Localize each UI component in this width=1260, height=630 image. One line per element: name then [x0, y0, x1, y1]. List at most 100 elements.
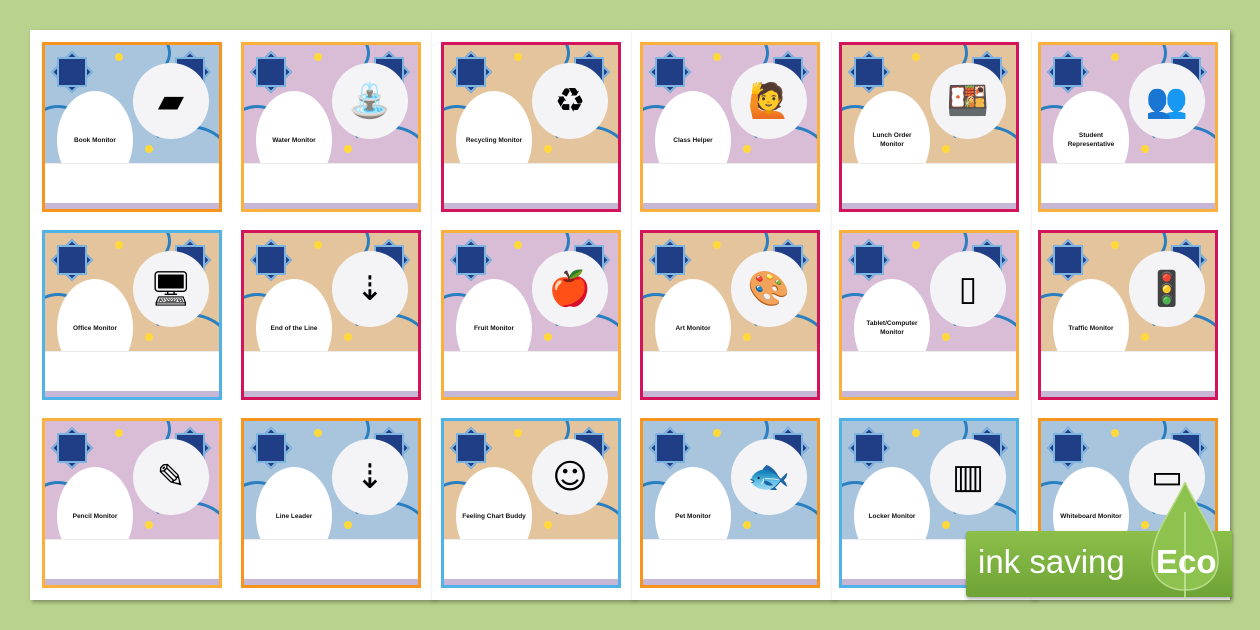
- card-label: Line Leader: [275, 512, 313, 520]
- star-icon: [1053, 57, 1083, 87]
- role-card: 🎨 Art Monitor: [640, 230, 820, 400]
- card-illustration: ▥: [951, 457, 985, 497]
- card-label: Pencil Monitor: [72, 512, 118, 520]
- card-footer-strip: [244, 391, 418, 397]
- pattern-dot: [544, 521, 552, 529]
- book-icon: ▰: [133, 63, 209, 139]
- card-illustration: ✎: [156, 457, 186, 497]
- star-icon: [1053, 433, 1083, 463]
- star-icon: [655, 57, 685, 87]
- card-illustration: 🐟: [747, 457, 791, 497]
- role-card: 🙋 Class Helper: [640, 42, 820, 212]
- role-card: ▰ Book Monitor: [42, 42, 222, 212]
- card-footer-strip: [444, 391, 618, 397]
- name-box: [45, 163, 219, 202]
- card-footer-strip: [643, 203, 817, 209]
- helper-person-icon: 🙋: [731, 63, 807, 139]
- card-footer-strip: [1041, 203, 1215, 209]
- card-footer-strip: [444, 579, 618, 585]
- card-illustration: 🍎: [548, 269, 592, 309]
- pattern-dot: [344, 145, 352, 153]
- paint-palette-icon: 🎨: [731, 251, 807, 327]
- pattern-dot: [544, 145, 552, 153]
- card-illustration: ▭: [1150, 457, 1184, 497]
- card-illustration: ⇣: [355, 269, 385, 309]
- name-box: [444, 351, 618, 390]
- card-label: Traffic Monitor: [1068, 324, 1114, 332]
- leaf-icon: [1151, 482, 1219, 600]
- pattern-dot: [344, 521, 352, 529]
- star-icon: [655, 245, 685, 275]
- card-label: End of the Line: [270, 324, 318, 332]
- pattern-dot: [912, 53, 920, 61]
- pattern-dot: [344, 333, 352, 341]
- role-card: 🍎 Fruit Monitor: [441, 230, 621, 400]
- role-card: ⛲ Water Monitor: [241, 42, 421, 212]
- role-card: 👥 Student Representative: [1038, 42, 1218, 212]
- traffic-light-icon: 🚦: [1129, 251, 1205, 327]
- card-footer-strip: [244, 203, 418, 209]
- card-label: Locker Monitor: [868, 512, 916, 520]
- card-footer-strip: [45, 391, 219, 397]
- pattern-dot: [912, 429, 920, 437]
- pattern-dot: [743, 333, 751, 341]
- card-illustration: 👥: [1145, 81, 1189, 121]
- star-icon: [57, 245, 87, 275]
- pencil-icon: ✎: [133, 439, 209, 515]
- name-box: [643, 539, 817, 578]
- star-icon: [854, 57, 884, 87]
- card-illustration: ☺: [552, 457, 588, 497]
- pattern-dot: [912, 241, 920, 249]
- pattern-dot: [544, 333, 552, 341]
- card-label: Office Monitor: [72, 324, 118, 332]
- name-box: [1041, 351, 1215, 390]
- role-card: ⇣ Line Leader: [241, 418, 421, 588]
- pattern-dot: [1111, 53, 1119, 61]
- pattern-dot: [942, 145, 950, 153]
- role-card: ⇣ End of the Line: [241, 230, 421, 400]
- star-icon: [57, 57, 87, 87]
- name-box: [45, 351, 219, 390]
- recycling-bin-icon: ♻: [532, 63, 608, 139]
- name-box: [444, 539, 618, 578]
- name-box: [244, 163, 418, 202]
- role-card: 🍱 Lunch Order Monitor: [839, 42, 1019, 212]
- card-footer-strip: [244, 579, 418, 585]
- star-icon: [854, 245, 884, 275]
- water-fountain-icon: ⛲: [332, 63, 408, 139]
- card-label: Water Monitor: [272, 136, 316, 144]
- pattern-dot: [145, 333, 153, 341]
- student-group-icon: 👥: [1129, 63, 1205, 139]
- pattern-dot: [713, 429, 721, 437]
- name-box: [842, 163, 1016, 202]
- pattern-dot: [942, 333, 950, 341]
- card-footer-strip: [1041, 391, 1215, 397]
- pattern-dot: [1141, 333, 1149, 341]
- line-end-icon: ⇣: [332, 251, 408, 327]
- card-footer-strip: [45, 579, 219, 585]
- pattern-dot: [314, 241, 322, 249]
- card-illustration: 🙋: [747, 81, 791, 121]
- pattern-dot: [713, 53, 721, 61]
- tablet-icon: ▯: [930, 251, 1006, 327]
- card-illustration: 🎨: [747, 269, 791, 309]
- card-label: Feeling Chart Buddy: [462, 512, 526, 520]
- pattern-dot: [1141, 145, 1149, 153]
- name-box: [244, 539, 418, 578]
- pattern-dot: [743, 521, 751, 529]
- lunch-tray-icon: 🍱: [930, 63, 1006, 139]
- eco-badge-text: ink saving: [978, 543, 1125, 580]
- role-card: 🖥 Office Monitor: [42, 230, 222, 400]
- card-label: Art Monitor: [675, 324, 711, 332]
- card-label: Lunch Order Monitor: [872, 132, 912, 148]
- pattern-dot: [1111, 241, 1119, 249]
- role-card: ☺ Feeling Chart Buddy: [441, 418, 621, 588]
- card-footer-strip: [45, 203, 219, 209]
- star-icon: [1053, 245, 1083, 275]
- lockers-icon: ▥: [930, 439, 1006, 515]
- card-label: Pet Monitor: [675, 512, 711, 520]
- fruit-bowl-icon: 🍎: [532, 251, 608, 327]
- card-illustration: ▰: [157, 81, 185, 121]
- pattern-dot: [115, 241, 123, 249]
- eco-badge-word: Eco: [1156, 543, 1217, 580]
